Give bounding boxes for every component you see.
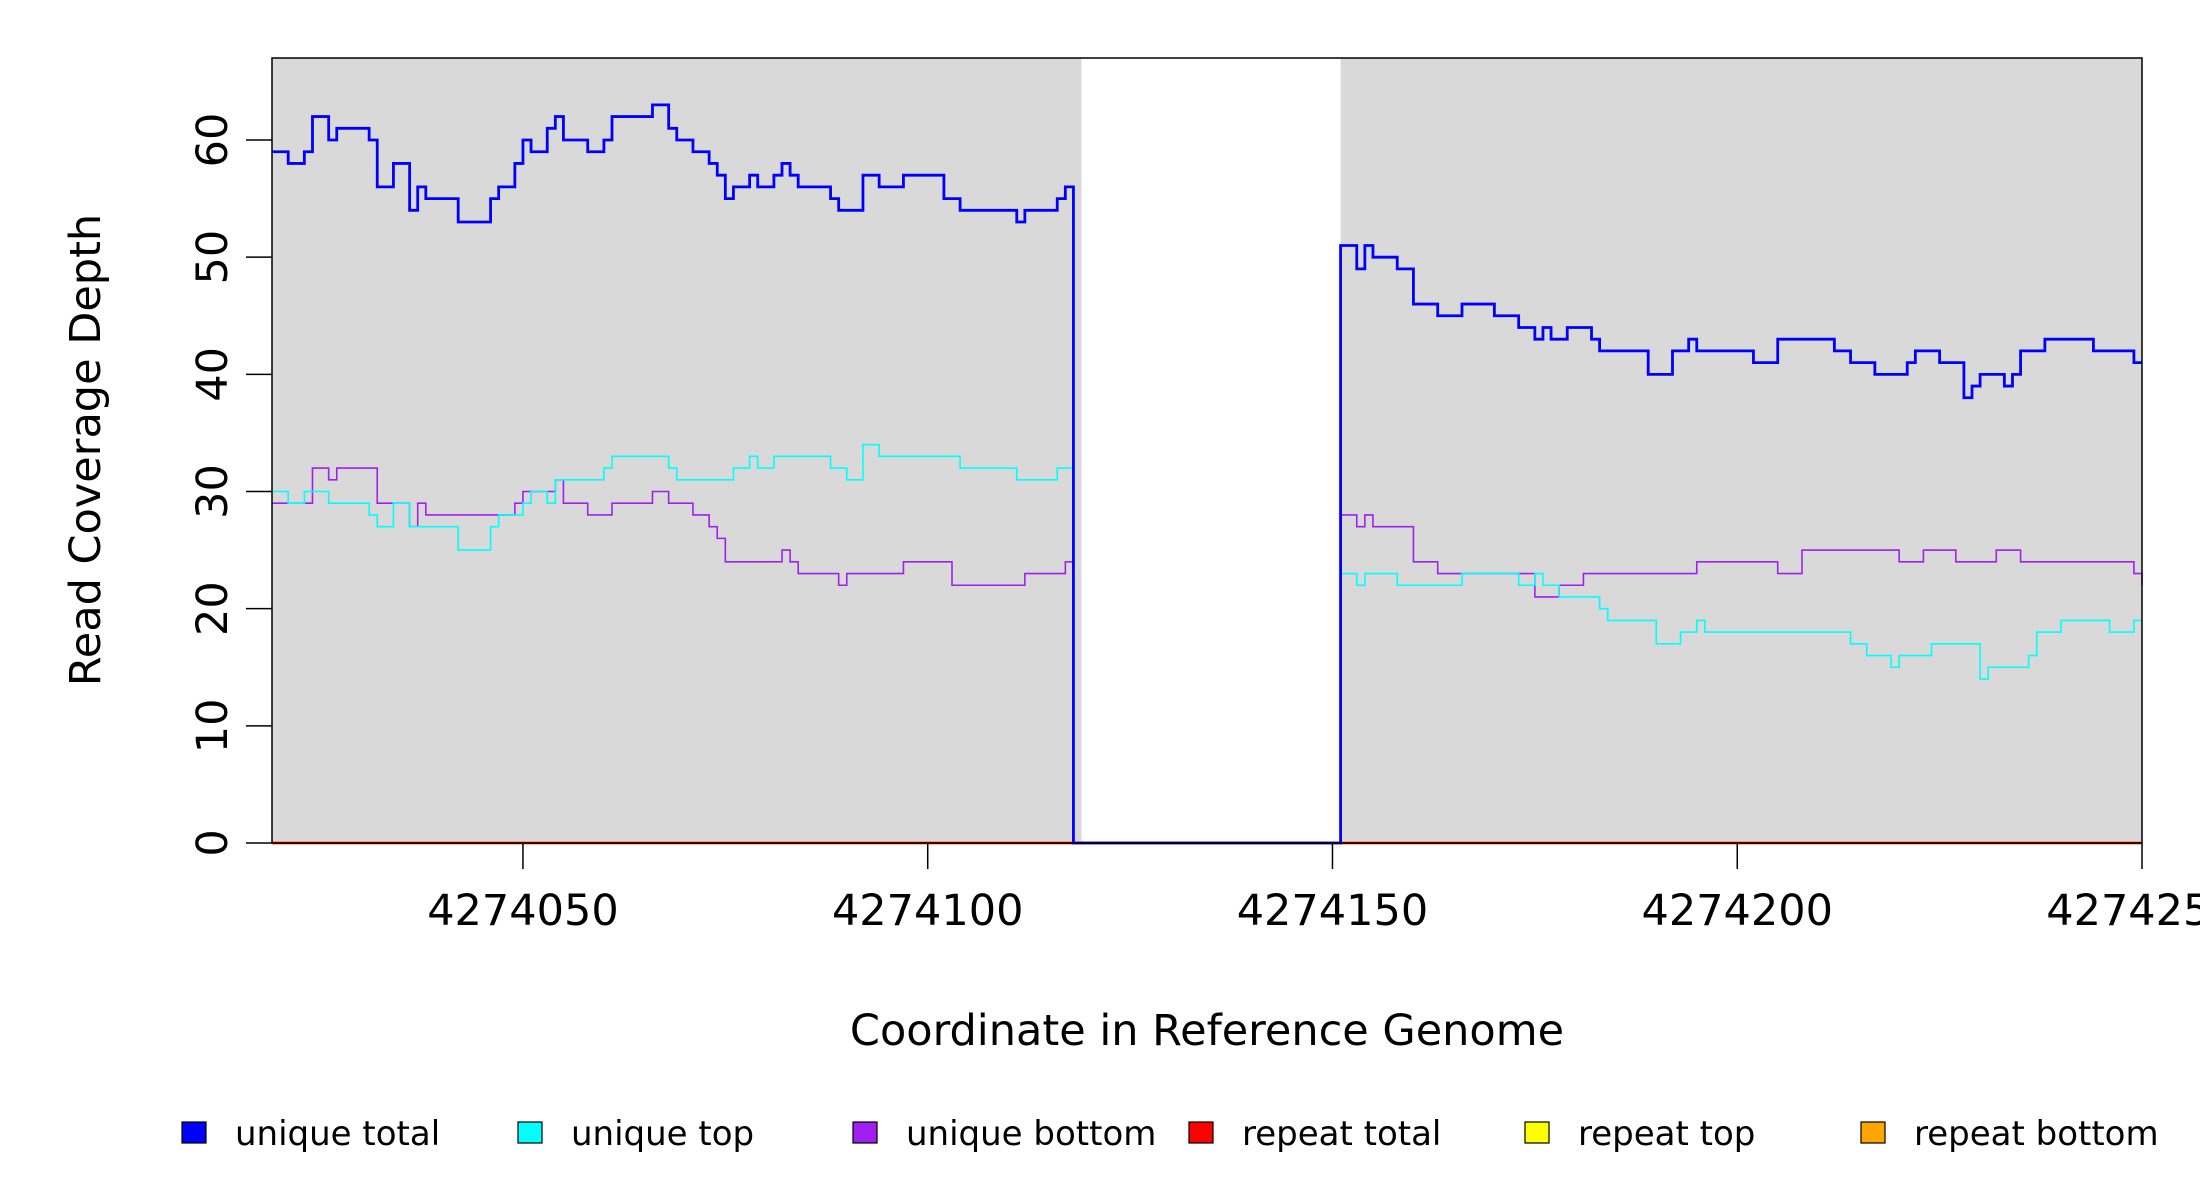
legend-swatch xyxy=(1188,1121,1214,1144)
y-tick-label: 10 xyxy=(188,698,238,753)
y-tick-label: 50 xyxy=(188,230,238,285)
shaded-region xyxy=(1340,58,2142,843)
x-axis-title: Coordinate in Reference Genome xyxy=(850,1006,1564,1056)
legend: unique total unique top unique bottom repea… xyxy=(181,1114,2159,1154)
legend-swatch xyxy=(181,1121,207,1144)
legend-swatch xyxy=(1524,1121,1550,1144)
legend-swatch xyxy=(852,1121,878,1144)
y-tick-label: 60 xyxy=(188,113,238,168)
x-axis: 4274050 4274100 4274150 4274200 4274250 xyxy=(427,843,2200,936)
legend-label: repeat total xyxy=(1242,1114,1441,1154)
y-tick-label: 20 xyxy=(188,581,238,636)
y-tick-label: 30 xyxy=(188,464,238,519)
y-axis: 0 10 20 30 40 50 60 xyxy=(188,113,272,857)
y-tick-label: 40 xyxy=(188,347,238,402)
legend-swatch xyxy=(1860,1121,1886,1144)
shaded-region xyxy=(272,58,1082,843)
legend-label: repeat bottom xyxy=(1914,1114,2159,1154)
y-tick-label: 0 xyxy=(188,829,238,856)
legend-swatch xyxy=(517,1121,543,1144)
y-axis-title: Read Coverage Depth xyxy=(61,214,111,686)
legend-label: unique bottom xyxy=(906,1114,1156,1154)
plot-frame xyxy=(271,57,2143,844)
x-tick-label: 4274200 xyxy=(1641,886,1833,936)
x-tick-label: 4274050 xyxy=(427,886,619,936)
shaded-regions xyxy=(272,58,2142,843)
x-tick-label: 4274100 xyxy=(832,886,1024,936)
legend-label: repeat top xyxy=(1578,1114,1755,1154)
legend-label: unique top xyxy=(571,1114,754,1154)
legend-label: unique total xyxy=(235,1114,440,1154)
x-tick-label: 4274150 xyxy=(1237,886,1429,936)
x-tick-label: 4274250 xyxy=(2046,886,2200,936)
